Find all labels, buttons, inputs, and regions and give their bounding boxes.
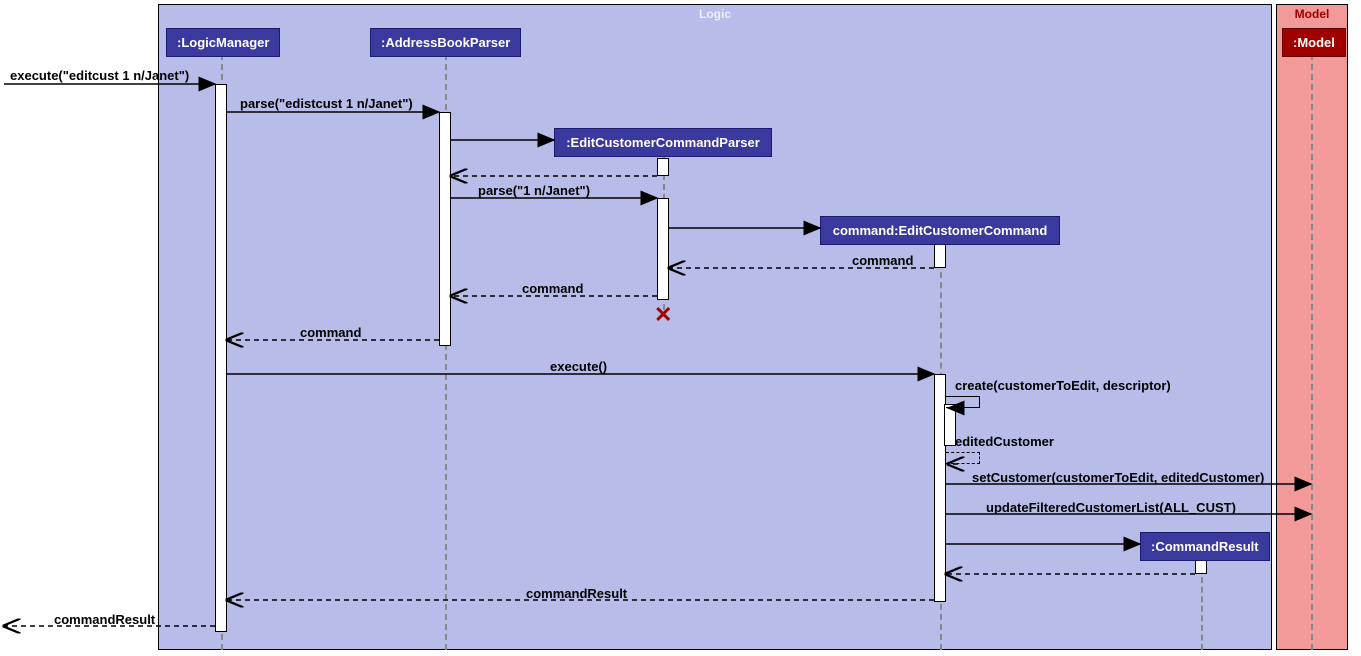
activation-bar: [657, 198, 669, 300]
model-region-label: Model: [1295, 7, 1330, 21]
activation-bar: [215, 84, 227, 632]
activation-bar: [657, 158, 669, 176]
msg-label: command: [522, 281, 583, 296]
self-message-box: [946, 452, 980, 464]
msg-label: updateFilteredCustomerList(ALL_CUST): [986, 500, 1236, 515]
lifeline-model: [1311, 54, 1313, 650]
sequence-diagram: Logic Model :LogicManager :AddressBookPa…: [0, 0, 1361, 656]
participant-editcustcmdparser: :EditCustomerCommandParser: [554, 128, 772, 157]
msg-label: editedCustomer: [955, 434, 1054, 449]
participant-model: :Model: [1282, 28, 1346, 57]
msg-label: setCustomer(customerToEdit, editedCustom…: [972, 470, 1264, 485]
msg-label: execute(): [550, 359, 607, 374]
destroy-icon: ✕: [654, 304, 672, 326]
msg-label: parse("1 n/Janet"): [478, 183, 590, 198]
participant-editcustcmd: command:EditCustomerCommand: [820, 216, 1060, 245]
participant-logicmanager: :LogicManager: [166, 28, 280, 57]
msg-label: create(customerToEdit, descriptor): [955, 378, 1171, 393]
msg-label: command: [300, 325, 361, 340]
msg-label: execute("editcust 1 n/Janet"): [10, 68, 189, 83]
msg-label: command: [852, 253, 913, 268]
participant-commandresult: :CommandResult: [1140, 532, 1270, 561]
msg-label: parse("edistcust 1 n/Janet"): [240, 96, 413, 111]
activation-bar: [439, 112, 451, 346]
msg-label: commandResult: [54, 612, 155, 627]
activation-bar: [934, 244, 946, 268]
participant-addressbookparser: :AddressBookParser: [370, 28, 521, 57]
logic-region-label: Logic: [699, 7, 731, 21]
self-message-box: [946, 396, 980, 408]
msg-label: commandResult: [526, 586, 627, 601]
